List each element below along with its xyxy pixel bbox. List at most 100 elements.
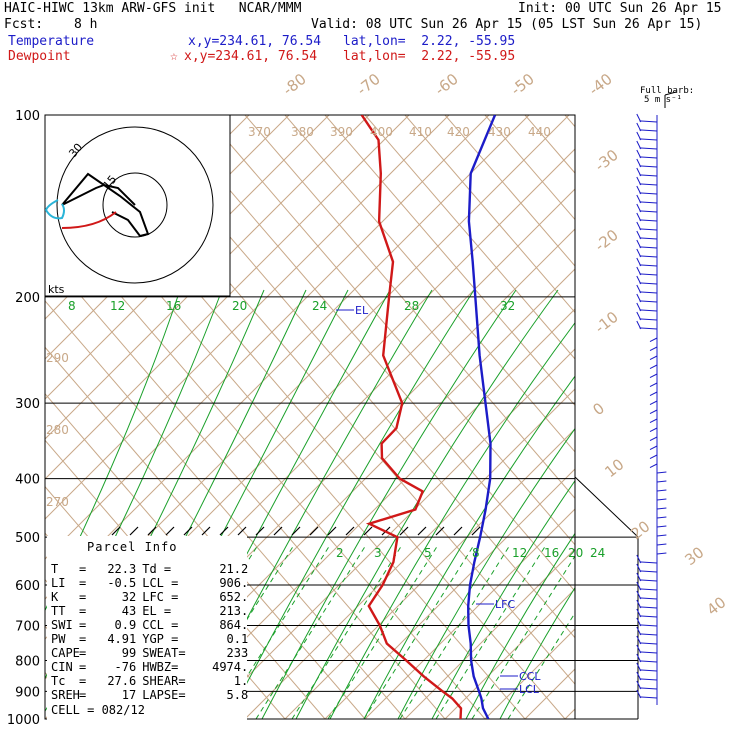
isotherm-line [45, 115, 530, 600]
parcel-value: 0.1 [226, 632, 249, 646]
parcel-row: LI = -0.5 LCL = 906. [51, 576, 248, 590]
wind-barb [639, 570, 658, 573]
isotherm-line [324, 468, 575, 719]
dry-adiabat-line [605, 115, 740, 719]
parcel-value: 906. [219, 576, 249, 590]
mixing-ratio-label: 8 [68, 299, 76, 313]
moist-adiabat-line [45, 289, 181, 612]
wind-barb [639, 237, 658, 240]
mixing-ratio-line [399, 544, 511, 719]
parcel-key: CCL = [142, 618, 179, 632]
wind-barb-feather [636, 293, 642, 303]
wind-barb [639, 597, 658, 600]
parcel-value: 233 [226, 646, 249, 660]
parcel-row: TT = 43 EL = 213. [51, 604, 248, 618]
parcel-value: 22.3 [107, 562, 137, 576]
hodograph-low-trace [61, 211, 117, 229]
wind-barb-feather [636, 221, 642, 231]
wind-barb [649, 409, 658, 415]
parcel-row: T = 22.3 Td = 21.2 [51, 562, 248, 576]
moist-adiabat-line [227, 289, 475, 719]
isotherm-line [605, 115, 740, 719]
dewpoint-star-icon: ☆ [170, 49, 178, 64]
wind-barb-feather [636, 689, 642, 699]
parcel-level-label: EL [355, 304, 369, 317]
isotherm-line [45, 115, 490, 560]
dry-adiabat-line [45, 346, 366, 719]
wind-barb [656, 516, 667, 519]
hodograph-unit-label: kts [48, 283, 65, 296]
dry-adiabat-line [45, 300, 406, 719]
mixing-ratio-line [255, 544, 367, 719]
wind-barb [656, 498, 667, 501]
parcel-key: PW [51, 632, 66, 646]
temperature-legend: Temperature [8, 34, 95, 49]
mixing-ratio-label: 2 [336, 546, 344, 560]
level-hatch [345, 526, 355, 536]
isotherm-label: -70 [353, 70, 383, 99]
wind-barb [639, 183, 658, 186]
wind-barb-feather [636, 194, 642, 204]
wind-barb [649, 436, 658, 442]
wind-barb-feather [636, 662, 642, 672]
isotherm-label: -10 [591, 308, 621, 337]
parcel-level-label: LCL [519, 683, 540, 696]
parcel-row: CAPE= 99 SWEAT= 233 [51, 646, 248, 660]
dry-adiabat-label: 440 [528, 125, 551, 139]
parcel-key: LI [51, 576, 66, 590]
dry-adiabat-label: 290 [46, 351, 69, 365]
hodograph-ring-inner [102, 172, 168, 238]
mixing-ratio-label: 28 [404, 299, 419, 313]
wind-barb [649, 337, 658, 343]
wind-barb-feather [636, 212, 642, 222]
pressure-label: 600 [15, 579, 40, 594]
parcel-value: 21.2 [219, 562, 249, 576]
parcel-key: Td = [142, 562, 172, 576]
wind-barb [639, 174, 658, 177]
wind-barb-feather [636, 644, 642, 654]
parcel-value: 27.6 [107, 674, 137, 688]
parcel-key: K [51, 590, 59, 604]
parcel-row: K = 32 LFC = 652. [51, 590, 248, 604]
wind-barb-feather [636, 185, 642, 195]
level-hatch [219, 526, 229, 536]
parcel-info-title: Parcel Info [87, 540, 178, 554]
wind-barb-feather [636, 680, 642, 690]
wind-barb-feather [636, 311, 642, 321]
parcel-row: SWI = 0.9 CCL = 864. [51, 618, 248, 632]
forecast-label: Fcst: [4, 17, 44, 32]
wind-barb-feather [636, 554, 642, 564]
wind-barb [649, 364, 658, 370]
wind-barb-feather [636, 563, 642, 573]
parcel-eq: = [79, 604, 87, 618]
parcel-key: LCL = [142, 576, 179, 590]
wind-barb-feather [636, 671, 642, 681]
level-hatch [201, 526, 211, 536]
parcel-value: 213. [219, 604, 249, 618]
dry-adiabat-line [645, 115, 740, 719]
level-hatch [327, 526, 337, 536]
mixing-ratio-line [219, 544, 331, 719]
wind-barb-feather [636, 653, 642, 663]
wind-barb [639, 138, 658, 141]
isotherm-label: -30 [591, 146, 621, 175]
barb-legend-unit: 5 m s⁻¹ [644, 95, 682, 105]
parcel-eq: = [79, 660, 87, 674]
moist-adiabat-line [465, 532, 575, 719]
parcel-key: TT [51, 604, 66, 618]
temperature-xy: x,y=234.61, 76.54 [188, 34, 322, 49]
wind-barb [649, 382, 658, 388]
wind-barb-feather [636, 239, 642, 249]
wind-barb [639, 255, 658, 258]
wind-barb [639, 228, 658, 231]
parcel-eq: = [79, 618, 87, 632]
wind-barb [656, 480, 667, 483]
wind-barb [639, 669, 658, 672]
parcel-value: 32 [121, 590, 137, 604]
wind-barb [639, 120, 658, 123]
wind-barb [656, 543, 667, 546]
wind-barb-feather [636, 608, 642, 618]
mixing-ratio-line [291, 544, 403, 719]
wind-barb-feather [636, 320, 642, 330]
wind-barb-feather [636, 113, 642, 123]
